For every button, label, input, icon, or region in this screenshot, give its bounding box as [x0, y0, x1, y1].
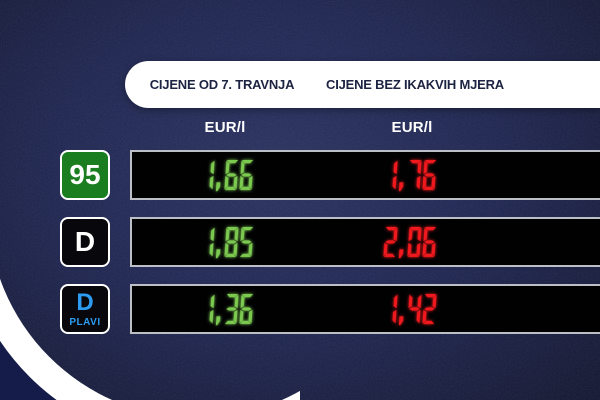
fuel-badge-label: 95: [69, 159, 101, 190]
price-display-row-95: [130, 150, 600, 200]
fuel-badge-sublabel: PLAVI: [69, 316, 101, 328]
price-after-blue-diesel: [336, 286, 483, 332]
fuel-badge-blue-diesel: D PLAVI: [60, 284, 110, 334]
fuel-badge-label: D: [76, 288, 94, 316]
price-display-row-diesel: [130, 217, 600, 267]
price-after-95: [336, 152, 483, 198]
price-before-95: [153, 152, 300, 198]
header-col-after: CIJENE BEZ IKAKVIH MJERA: [326, 77, 504, 92]
price-display-row-blue-diesel: [130, 284, 600, 334]
header-bar: CIJENE OD 7. TRAVNJA CIJENE BEZ IKAKVIH …: [125, 61, 600, 108]
price-after-diesel: [336, 219, 483, 265]
unit-label-before: EUR/l: [204, 119, 246, 136]
price-before-diesel: [153, 219, 300, 265]
fuel-badge-diesel: D: [60, 217, 110, 267]
fuel-badge-label: D: [74, 226, 96, 257]
fuel-badge-95: 95: [60, 150, 110, 200]
price-before-blue-diesel: [153, 286, 300, 332]
header-col-before: CIJENE OD 7. TRAVNJA: [149, 77, 295, 92]
unit-label-after: EUR/l: [391, 119, 433, 136]
